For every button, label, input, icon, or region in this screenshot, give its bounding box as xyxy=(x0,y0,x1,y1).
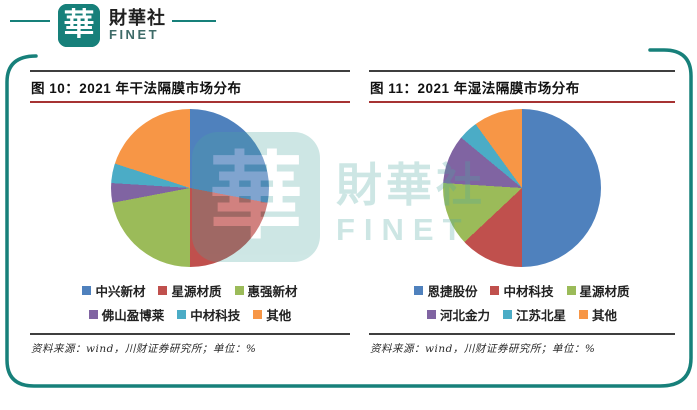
legend-swatch-icon xyxy=(234,286,244,295)
seal-character: 華 xyxy=(63,7,95,43)
logo-rule-right xyxy=(172,20,216,22)
panel-top-rule xyxy=(30,70,350,72)
legend-item: 中兴新材 xyxy=(82,281,145,300)
legend-label: 中材科技 xyxy=(190,308,241,323)
legend-label: 中兴新材 xyxy=(95,284,146,299)
legend-item: 恩捷股份 xyxy=(414,281,477,300)
legend-label: 星源材质 xyxy=(171,284,222,299)
legend-item: 江苏北星 xyxy=(502,305,566,324)
legend-label: 星源材质 xyxy=(579,284,630,299)
logo-rule-left xyxy=(10,20,50,22)
title-underline-rule xyxy=(30,101,350,103)
pie-chart-area xyxy=(369,105,675,271)
pie-chart-area xyxy=(30,105,350,271)
legend-item: 佛山盈博莱 xyxy=(88,305,165,324)
title-underline-rule xyxy=(369,101,675,103)
finet-seal-icon: 華 xyxy=(58,4,100,47)
legend-item: 中材科技 xyxy=(177,305,240,324)
legend-item: 惠强新材 xyxy=(234,281,298,300)
legend-swatch-icon xyxy=(158,286,168,295)
legend-item: 其他 xyxy=(253,305,291,324)
figure-title: 图 10：2021 年干法隔膜市场分布 xyxy=(31,81,242,96)
pie-chart-wet-process xyxy=(443,109,601,267)
legend-label: 佛山盈博莱 xyxy=(101,308,165,323)
legend-label: 其他 xyxy=(266,308,292,323)
legend-item: 中材科技 xyxy=(490,281,554,300)
panel-top-rule xyxy=(369,70,675,72)
legend-swatch-icon xyxy=(579,310,588,319)
finet-logo: 華 財華社 FINET xyxy=(54,4,170,47)
chart-legend: 恩捷股份 中材科技 星源材质河北金力 江苏北星 其他 xyxy=(391,281,653,324)
legend-label: 中材科技 xyxy=(503,284,554,299)
legend-item: 河北金力 xyxy=(426,305,490,324)
chart-legend: 中兴新材 星源材质 惠强新材佛山盈博莱 中材科技 其他 xyxy=(59,281,321,324)
figure-panel-dry-process: 图 10：2021 年干法隔膜市场分布 中兴新材 星源材质 惠强新材佛山盈博莱 中材科… xyxy=(30,70,350,356)
legend-label: 恩捷股份 xyxy=(427,284,478,299)
legend-label: 惠强新材 xyxy=(247,284,298,299)
legend-swatch-icon xyxy=(82,286,92,295)
legend-swatch-icon xyxy=(88,310,98,319)
legend-item: 星源材质 xyxy=(566,281,630,300)
legend-swatch-icon xyxy=(502,310,512,319)
legend-swatch-icon xyxy=(566,286,576,295)
legend-swatch-icon xyxy=(253,310,263,319)
legend-swatch-icon xyxy=(490,286,500,295)
brand-name-en: FINET xyxy=(109,27,160,43)
legend-item: 其他 xyxy=(579,305,617,324)
brand-name-cn: 財華社 xyxy=(109,8,166,29)
source-top-rule xyxy=(369,333,675,335)
legend-swatch-icon xyxy=(414,286,424,295)
legend-label: 河北金力 xyxy=(439,308,490,323)
source-note: 资料来源：wind，川财证券研究所；单位：% xyxy=(31,343,257,355)
legend-swatch-icon xyxy=(177,310,187,319)
legend-swatch-icon xyxy=(426,310,436,319)
source-top-rule xyxy=(30,333,350,335)
legend-label: 其他 xyxy=(592,308,618,323)
brand-name-block: 財華社 FINET xyxy=(109,9,166,42)
legend-label: 江苏北星 xyxy=(515,308,566,323)
legend-item: 星源材质 xyxy=(158,281,222,300)
figure-panel-wet-process: 图 11：2021 年湿法隔膜市场分布 恩捷股份 中材科技 星源材质河北金力 江苏北星… xyxy=(369,70,675,356)
source-note: 资料来源：wind，川财证券研究所；单位：% xyxy=(370,343,596,355)
figure-title: 图 11：2021 年湿法隔膜市场分布 xyxy=(370,81,580,96)
pie-chart-dry-process xyxy=(111,109,269,267)
